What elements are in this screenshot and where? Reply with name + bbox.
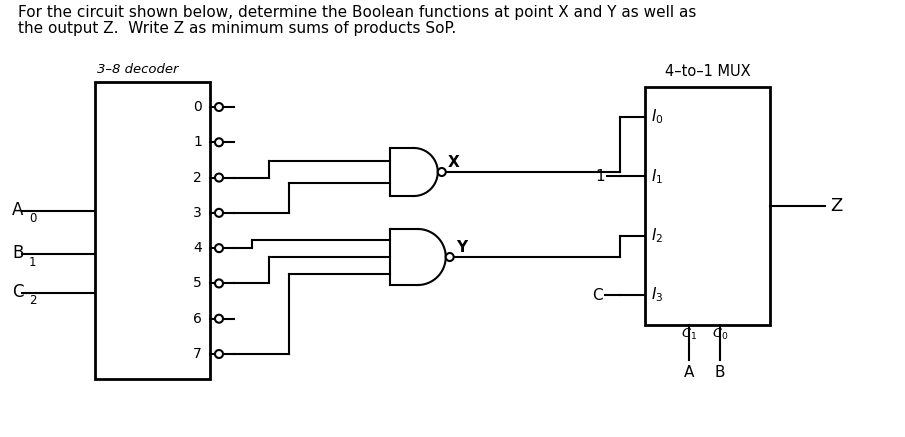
Text: $I_1$: $I_1$ bbox=[651, 167, 663, 186]
Text: B: B bbox=[12, 244, 24, 262]
Text: 0: 0 bbox=[194, 100, 202, 114]
Text: the output Z.  Write Z as minimum sums of products SoP.: the output Z. Write Z as minimum sums of… bbox=[18, 21, 456, 36]
Text: 4: 4 bbox=[194, 241, 202, 255]
Circle shape bbox=[215, 209, 223, 217]
Circle shape bbox=[215, 315, 223, 323]
Text: Y: Y bbox=[456, 240, 467, 255]
Text: A: A bbox=[12, 201, 24, 219]
Text: 1: 1 bbox=[595, 169, 605, 184]
Text: Z: Z bbox=[830, 197, 843, 215]
Text: B: B bbox=[715, 365, 725, 380]
Text: $I_3$: $I_3$ bbox=[651, 286, 663, 304]
Text: 5: 5 bbox=[194, 277, 202, 291]
Text: $C_0$: $C_0$ bbox=[711, 327, 729, 342]
Circle shape bbox=[446, 253, 453, 261]
Circle shape bbox=[215, 103, 223, 111]
Text: 1: 1 bbox=[29, 256, 36, 268]
Text: 4–to–1 MUX: 4–to–1 MUX bbox=[664, 64, 750, 79]
Text: 3–8 decoder: 3–8 decoder bbox=[97, 63, 178, 76]
Bar bbox=[95, 82, 210, 379]
Circle shape bbox=[215, 350, 223, 358]
Circle shape bbox=[215, 173, 223, 181]
Circle shape bbox=[215, 244, 223, 252]
Text: $C_1$: $C_1$ bbox=[681, 327, 697, 342]
Text: $I_2$: $I_2$ bbox=[651, 226, 663, 245]
Circle shape bbox=[438, 168, 446, 176]
Text: $I_0$: $I_0$ bbox=[651, 108, 663, 126]
Text: 7: 7 bbox=[194, 347, 202, 361]
Text: 3: 3 bbox=[194, 206, 202, 220]
Text: 2: 2 bbox=[194, 170, 202, 184]
Text: X: X bbox=[448, 155, 460, 170]
Text: C: C bbox=[593, 288, 603, 302]
Text: 1: 1 bbox=[193, 135, 202, 149]
Text: A: A bbox=[683, 365, 694, 380]
Circle shape bbox=[215, 279, 223, 288]
Circle shape bbox=[215, 138, 223, 146]
Text: 2: 2 bbox=[29, 295, 36, 308]
Text: C: C bbox=[12, 283, 24, 301]
Text: For the circuit shown below, determine the Boolean functions at point X and Y as: For the circuit shown below, determine t… bbox=[18, 5, 696, 20]
Text: 6: 6 bbox=[193, 312, 202, 326]
Text: 0: 0 bbox=[29, 212, 36, 225]
Bar bbox=[645, 87, 770, 325]
